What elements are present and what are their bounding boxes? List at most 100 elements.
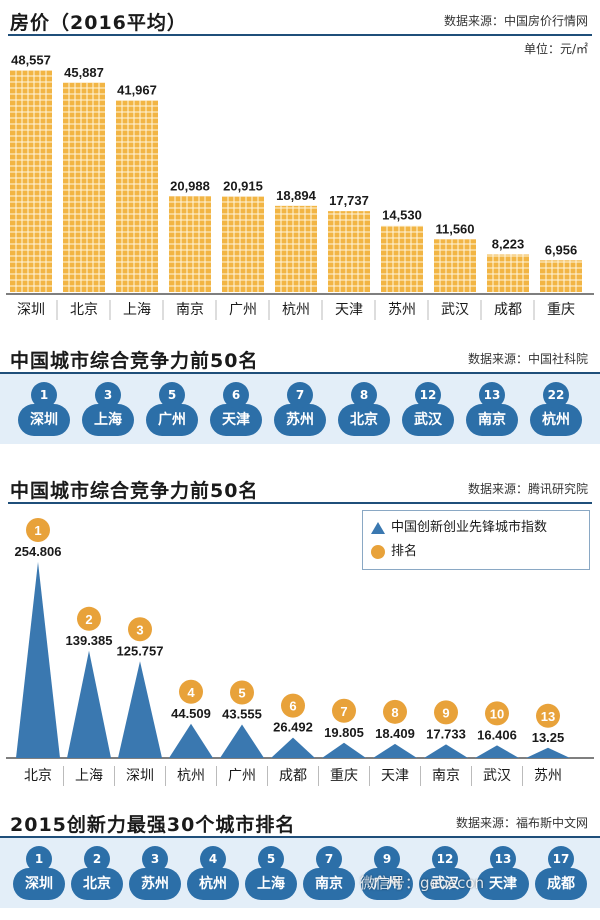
- index-value-label: 13.25: [532, 730, 565, 745]
- rank-number-badge: 6: [223, 382, 249, 408]
- index-legend: 中国创新创业先锋城市指数 排名: [362, 510, 590, 570]
- price-value-label: 18,894: [276, 188, 317, 203]
- rank-item: 广州 9: [359, 838, 415, 908]
- rank2-source: 数据来源：腾讯研究院: [467, 482, 588, 496]
- rank-item: 广州 5: [144, 374, 200, 444]
- index-value-label: 17.733: [426, 726, 466, 741]
- index-value-label: 254.806: [15, 544, 62, 559]
- index-category-label: 南京: [432, 768, 460, 784]
- rank-dot: [128, 617, 152, 642]
- price-bar: [487, 254, 529, 292]
- price-value-label: 20,915: [223, 179, 263, 194]
- index-spike: [322, 742, 366, 758]
- rank-dot-label: 6: [289, 699, 296, 714]
- rank-dot: [26, 517, 50, 542]
- price-bar: [10, 70, 52, 292]
- rank-item: 北京 8: [336, 374, 392, 444]
- index-category-label: 杭州: [177, 768, 205, 784]
- prices-title: 房价（2016平均）: [10, 12, 187, 34]
- rank3-source: 数据来源：福布斯中文网: [455, 816, 588, 830]
- rank-item: 天津 6: [208, 374, 264, 444]
- watermark: 微信号：geoecon: [360, 874, 485, 892]
- index-category-label: 上海: [75, 768, 103, 784]
- index-spike: [475, 745, 519, 758]
- rank-dot: [179, 679, 203, 704]
- price-bar: [540, 260, 582, 292]
- rank-number-badge: 5: [159, 382, 185, 408]
- rank-number-badge: 13: [490, 846, 516, 872]
- index-spike: [424, 744, 468, 758]
- rank-number-badge: 12: [415, 382, 441, 408]
- rank-city-pill: 南京: [466, 404, 518, 436]
- rank-item: 成都 17: [533, 838, 589, 908]
- rank-city-pill: 成都: [535, 868, 587, 900]
- rank3-line: [0, 836, 600, 838]
- index-category-label: 苏州: [534, 768, 562, 784]
- rank1-row: 深圳 1 上海 3 广州 5 天津 6 苏州 7 北京 8 武汉 12 南京 13 杭州 22: [0, 374, 600, 444]
- rank-city-pill: 武汉: [402, 404, 454, 436]
- rank-city-pill: 苏州: [129, 868, 181, 900]
- rank-city-pill: 南京: [303, 868, 355, 900]
- index-spike: [16, 561, 60, 758]
- rank3-row: 深圳 1 北京 2 苏州 3 杭州 4 上海 5 南京 7 广州 9 武汉 12 天津 13 成都 17: [0, 838, 600, 908]
- prices-unit: 单位：元/㎡: [523, 42, 588, 56]
- rank-item: 杭州 4: [185, 838, 241, 908]
- rank-city-pill: 上海: [82, 404, 134, 436]
- price-category-label: 苏州: [388, 302, 416, 318]
- legend-label-rank: 排名: [391, 544, 418, 559]
- rank-item: 上海 5: [243, 838, 299, 908]
- price-value-label: 45,887: [64, 65, 104, 80]
- rank-dot-label: 1: [34, 523, 41, 538]
- price-bar: [116, 100, 158, 292]
- rank-dot-label: 9: [442, 705, 449, 720]
- rank-city-pill: 杭州: [530, 404, 582, 436]
- rank-number-badge: 22: [543, 382, 569, 408]
- index-spike: [373, 743, 417, 758]
- rank-dot: [383, 699, 407, 724]
- price-category-label: 深圳: [17, 302, 45, 318]
- rank-city-pill: 深圳: [13, 868, 65, 900]
- rank-item: 深圳 1: [11, 838, 67, 908]
- price-bar: [169, 196, 211, 292]
- rank-dot: [77, 606, 101, 631]
- rank-number-badge: 2: [84, 846, 110, 872]
- rank-dot-label: 8: [391, 705, 398, 720]
- rank-item: 苏州 3: [127, 838, 183, 908]
- index-category-label: 重庆: [330, 768, 358, 784]
- rank1-title: 中国城市综合竞争力前50名: [10, 350, 259, 372]
- rank1-line: [0, 372, 600, 374]
- index-value-label: 16.406: [477, 727, 517, 742]
- rank-city-pill: 广州: [361, 868, 413, 900]
- index-spike: [118, 661, 162, 758]
- prices-source: 数据来源：中国房价行情网: [443, 14, 588, 28]
- index-spike: [271, 737, 315, 758]
- index-value-label: 26.492: [273, 720, 313, 735]
- rank-number-badge: 3: [95, 382, 121, 408]
- rank-city-pill: 广州: [146, 404, 198, 436]
- index-category-label: 深圳: [126, 768, 154, 784]
- rank-item: 北京 2: [69, 838, 125, 908]
- rank-item: 杭州 22: [528, 374, 584, 444]
- rank2-title: 中国城市综合竞争力前50名: [10, 480, 259, 502]
- legend-label-index: 中国创新创业先锋城市指数: [391, 520, 548, 535]
- index-spike: [526, 747, 570, 758]
- price-category-label: 南京: [176, 302, 204, 318]
- rank3-header: 2015创新力最强30个城市排名 数据来源：福布斯中文网: [0, 808, 600, 836]
- price-value-label: 11,560: [435, 221, 474, 236]
- price-category-label: 重庆: [547, 302, 575, 318]
- rank-city-pill: 天津: [210, 404, 262, 436]
- dot-icon: [371, 545, 385, 559]
- index-category-label: 武汉: [483, 768, 511, 784]
- triangle-icon: [371, 522, 385, 534]
- price-category-label: 成都: [494, 302, 522, 318]
- rank-item: 南京 13: [464, 374, 520, 444]
- rank1-source: 数据来源：中国社科院: [467, 352, 588, 366]
- price-bar: [63, 82, 105, 292]
- rank-city-pill: 杭州: [187, 868, 239, 900]
- index-value-label: 139.385: [66, 633, 113, 648]
- index-spike-chart: 254.806 1 北京 139.385 2 上海 125.757 3 深圳 44.509 4 杭州 4…: [6, 517, 594, 786]
- rank-dot-label: 7: [340, 704, 347, 719]
- price-category-label: 武汉: [441, 302, 469, 318]
- rank-dot: [332, 698, 356, 723]
- rank-city-pill: 北京: [71, 868, 123, 900]
